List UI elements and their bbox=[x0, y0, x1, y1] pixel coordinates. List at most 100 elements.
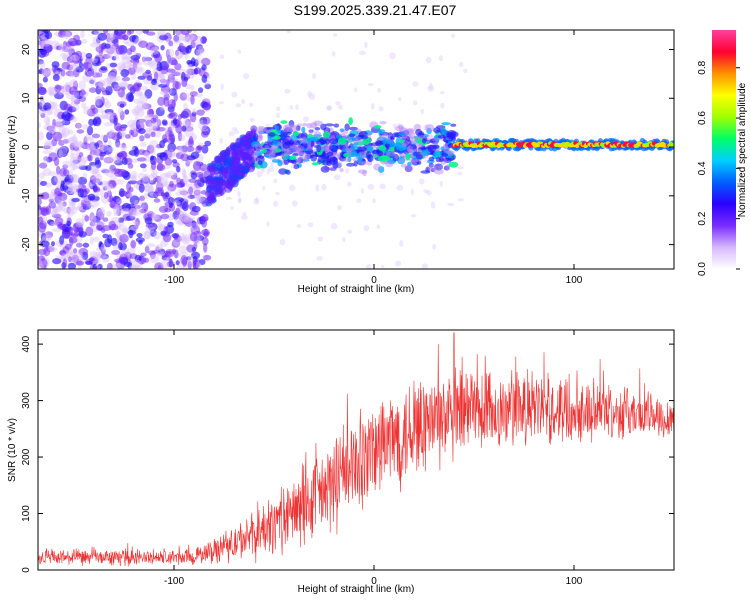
spectrogram-cell bbox=[248, 102, 254, 107]
spectrogram-cell bbox=[274, 125, 280, 131]
spectrogram-cell bbox=[62, 160, 73, 168]
spectrogram-cell bbox=[450, 33, 456, 38]
spectrogram-cell bbox=[185, 68, 192, 78]
spectrogram-cell bbox=[145, 210, 153, 215]
spectrogram-cell bbox=[80, 156, 89, 163]
spectrogram-cell bbox=[38, 68, 44, 75]
spectrogram-x-axis-label: Height of straight line (km) bbox=[298, 284, 415, 295]
spectrogram-cell bbox=[38, 86, 47, 94]
spectrogram-cell bbox=[181, 79, 188, 88]
spectrogram-cell bbox=[76, 164, 82, 170]
spectrogram-cell bbox=[323, 130, 330, 139]
spectrogram-cell bbox=[72, 163, 78, 170]
spectrogram-cell bbox=[198, 47, 205, 54]
spectrogram-cell bbox=[396, 144, 407, 151]
spectrogram-cell bbox=[397, 157, 405, 165]
spectrogram-cell bbox=[201, 57, 211, 66]
spectrogram-x-ticks: -100 0 100 bbox=[164, 30, 583, 286]
spectrogram-cell bbox=[160, 213, 170, 220]
spectrogram-cell bbox=[73, 34, 80, 42]
spectrogram-cell bbox=[156, 163, 166, 172]
spectrogram-cell bbox=[69, 153, 80, 159]
spectrogram-cell bbox=[329, 145, 339, 152]
spectrogram-cell bbox=[254, 143, 264, 148]
spectrogram-cell bbox=[341, 148, 349, 153]
spectrogram-cell bbox=[136, 91, 144, 96]
spectrogram-cell bbox=[144, 89, 153, 99]
spectrogram-cell bbox=[73, 98, 81, 105]
spectrogram-cell bbox=[273, 178, 278, 184]
spectrogram-cell bbox=[114, 159, 124, 166]
spectrogram-cell bbox=[434, 163, 443, 171]
spectrogram-cell bbox=[113, 85, 121, 92]
spectrogram-cell bbox=[58, 149, 63, 159]
spectrogram-cell bbox=[169, 112, 176, 117]
spectrogram-cell bbox=[50, 210, 57, 217]
spectrogram-cell bbox=[40, 112, 46, 118]
spectrogram-cell bbox=[181, 256, 188, 267]
spectrogram-cell bbox=[58, 199, 63, 209]
spectrogram-cell bbox=[156, 119, 162, 127]
spectrogram-cell bbox=[172, 239, 181, 247]
snr-y-axis-label: SNR (10 * v/v) bbox=[7, 418, 18, 482]
spectrogram-cell bbox=[141, 103, 152, 110]
spectrogram-cell bbox=[89, 221, 96, 227]
spectrogram-cell bbox=[85, 56, 93, 64]
spectrogram-cell bbox=[38, 82, 43, 89]
spectrogram-cell bbox=[77, 158, 87, 168]
spectrogram-cell bbox=[153, 177, 158, 183]
spectrogram-cell bbox=[156, 61, 163, 72]
spectrogram-cell bbox=[48, 86, 56, 96]
spectrogram-cell bbox=[128, 149, 138, 156]
spectrogram-cell bbox=[231, 91, 238, 98]
spectrogram-cell bbox=[134, 90, 143, 97]
spectrogram-cell bbox=[173, 249, 179, 259]
spectrogram-cell bbox=[103, 156, 114, 164]
spectrogram-cell bbox=[293, 163, 300, 170]
spectrogram-cell bbox=[399, 158, 406, 162]
spectrogram-cell bbox=[95, 211, 105, 220]
spectrogram-cell bbox=[185, 216, 196, 222]
spectrogram-cell bbox=[46, 219, 54, 225]
spectrogram-cell bbox=[68, 201, 76, 211]
spectrogram-cell bbox=[180, 153, 190, 162]
spectrogram-cell bbox=[106, 32, 116, 38]
spectrogram-cell bbox=[166, 260, 175, 268]
spectrogram-cell bbox=[443, 165, 450, 171]
spectrogram-cell bbox=[255, 150, 264, 155]
spectrogram-cell bbox=[121, 76, 131, 82]
spectrogram-cell bbox=[45, 182, 53, 188]
spectrogram-cell bbox=[46, 125, 55, 132]
spectrogram-cell bbox=[191, 205, 201, 213]
spectrogram-cell bbox=[38, 222, 47, 233]
spectrogram-cell bbox=[289, 105, 294, 110]
spectrogram-cell bbox=[95, 98, 104, 109]
spectrogram-cell bbox=[233, 129, 240, 134]
spectrogram-cell bbox=[185, 183, 192, 188]
spectrogram-cell bbox=[113, 206, 118, 214]
spectrogram-cell bbox=[113, 84, 121, 90]
spectrogram-cell bbox=[310, 140, 315, 147]
spectrogram-cell bbox=[400, 163, 407, 168]
spectrogram-cell bbox=[219, 54, 225, 59]
spectrogram-cell bbox=[65, 41, 73, 47]
x-tick-label: -100 bbox=[164, 576, 184, 587]
spectrogram-cell bbox=[380, 264, 385, 268]
spectrogram-cell bbox=[200, 37, 207, 45]
spectrogram-cell bbox=[166, 149, 176, 159]
spectrogram-cell bbox=[395, 260, 402, 267]
spectrogram-cell bbox=[314, 127, 321, 131]
spectrogram-cell bbox=[61, 185, 69, 191]
spectrogram-cell bbox=[82, 172, 88, 179]
spectrogram-cell bbox=[105, 85, 113, 96]
spectrogram-cell bbox=[150, 172, 158, 177]
spectrogram-cell bbox=[192, 185, 202, 194]
spectrogram-cell bbox=[457, 198, 465, 202]
spectrogram-cell bbox=[38, 198, 42, 206]
spectrogram-cell bbox=[70, 161, 76, 172]
spectrogram-cell bbox=[274, 148, 282, 153]
spectrogram-cell bbox=[91, 30, 100, 35]
spectrogram-cell bbox=[150, 160, 157, 171]
spectrogram-cell bbox=[94, 55, 101, 66]
spectrogram-cell bbox=[187, 32, 195, 42]
